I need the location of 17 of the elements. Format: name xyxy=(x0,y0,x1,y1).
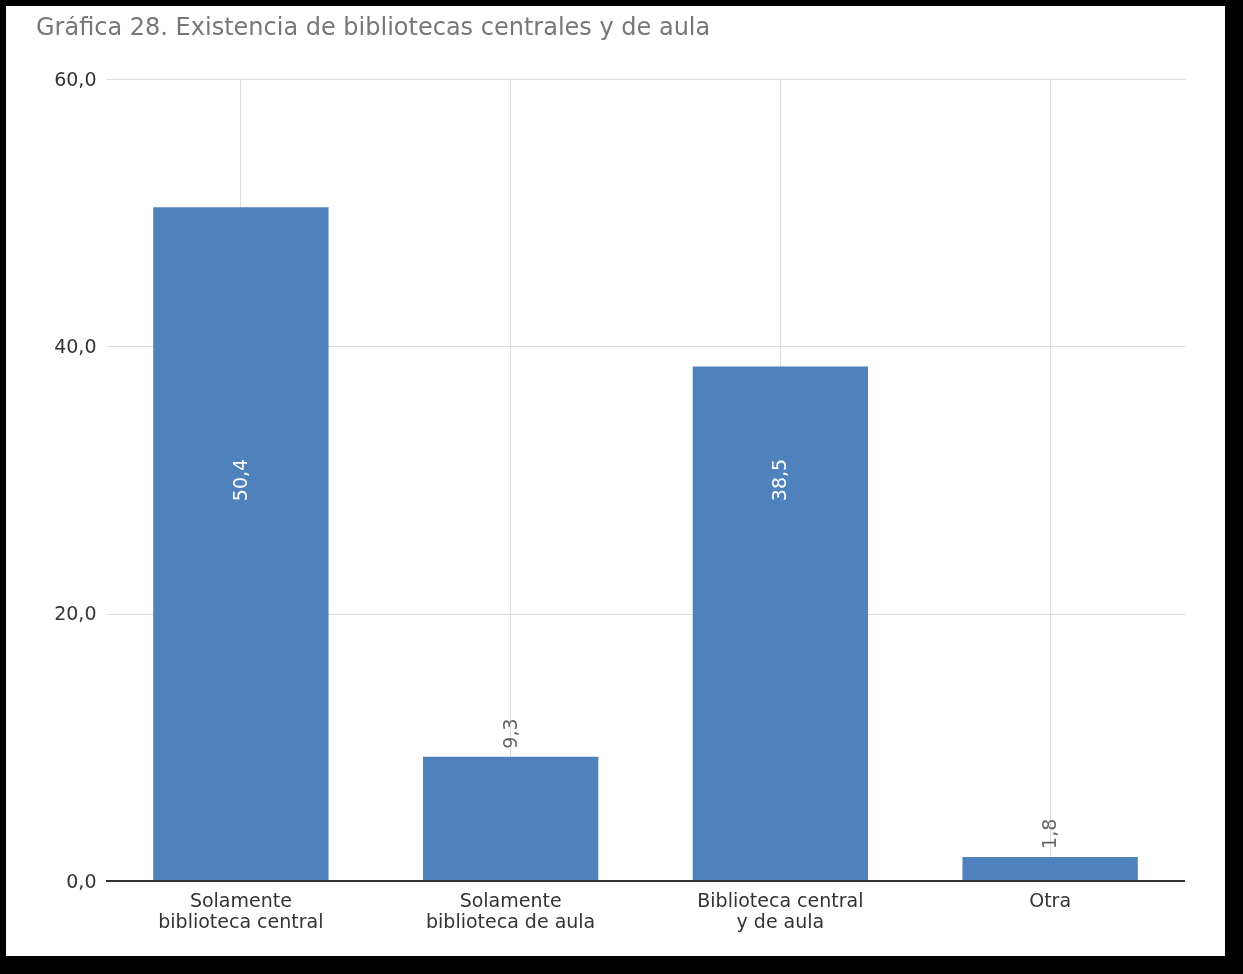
bar xyxy=(962,856,1138,881)
y-tick-label: 0,0 xyxy=(66,869,97,892)
bar xyxy=(422,756,599,881)
data-label: 1,8 xyxy=(1038,818,1061,849)
x-tick-label: Otra xyxy=(1029,888,1072,911)
x-tick-label: Biblioteca central y de aula xyxy=(697,888,864,932)
y-tick-label: 20,0 xyxy=(54,602,97,625)
data-label: 38,5 xyxy=(768,458,791,502)
chart-title: Gráfica 28. Existencia de bibliotecas centrales y de aula xyxy=(36,13,711,41)
x-tick-label: Solamente biblioteca de aula xyxy=(426,888,596,932)
bar xyxy=(692,366,869,881)
x-tick-label: Solamente biblioteca central xyxy=(158,888,324,932)
y-tick-label: 60,0 xyxy=(54,67,97,90)
bar xyxy=(153,207,329,881)
y-tick-label: 40,0 xyxy=(54,334,97,357)
data-label: 50,4 xyxy=(228,458,251,502)
data-label: 9,3 xyxy=(498,718,521,749)
